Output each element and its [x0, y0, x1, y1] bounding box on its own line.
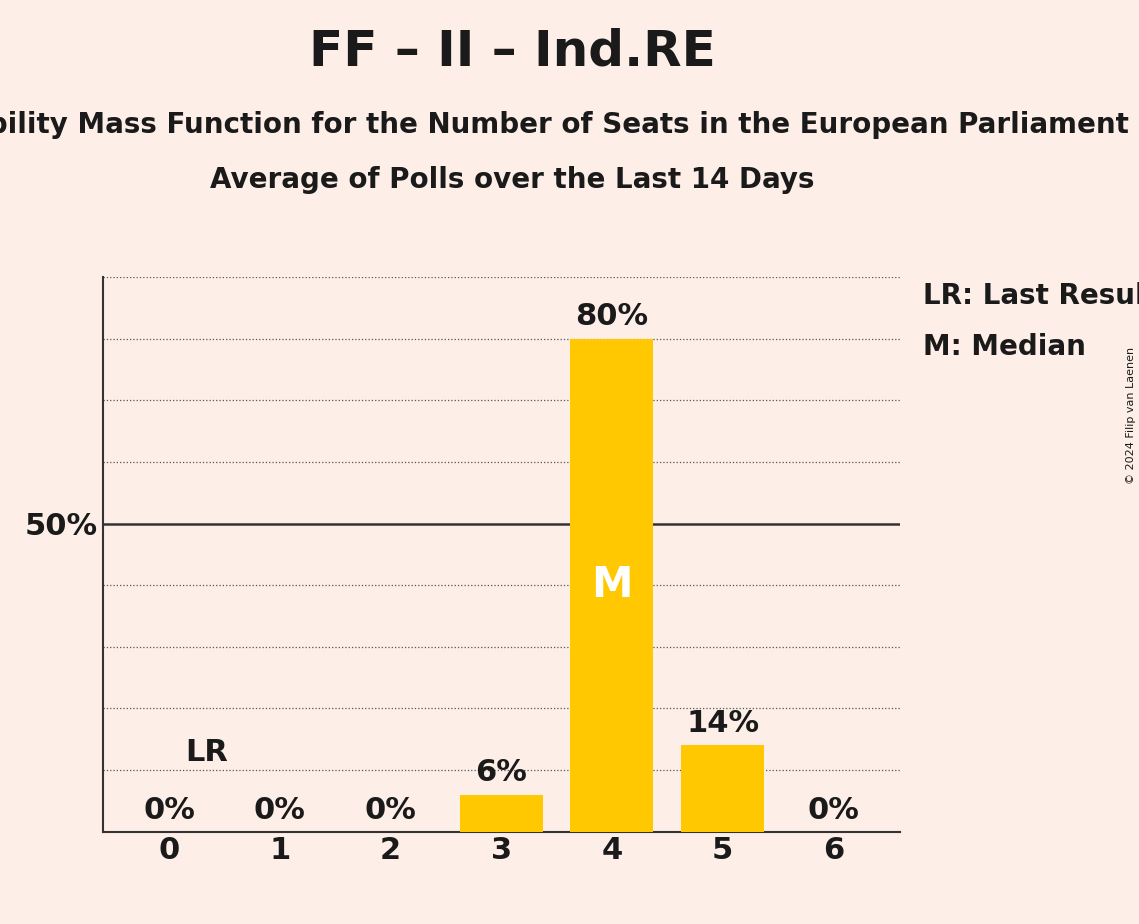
Text: M: Median: M: Median [923, 333, 1085, 360]
Bar [460, 795, 542, 832]
Text: Probability Mass Function for the Number of Seats in the European Parliament: Probability Mass Function for the Number… [0, 111, 1129, 139]
Bar [571, 339, 654, 832]
Text: M: M [591, 565, 632, 606]
Text: 0%: 0% [144, 796, 195, 825]
Text: 6%: 6% [475, 759, 527, 787]
Text: LR: LR [186, 738, 229, 767]
Text: 80%: 80% [575, 302, 648, 332]
Text: 0%: 0% [364, 796, 417, 825]
Text: Average of Polls over the Last 14 Days: Average of Polls over the Last 14 Days [211, 166, 814, 194]
Text: LR: Last Result: LR: Last Result [923, 282, 1139, 310]
Text: 14%: 14% [686, 709, 760, 738]
Bar [681, 746, 764, 832]
Text: © 2024 Filip van Laenen: © 2024 Filip van Laenen [1126, 347, 1136, 484]
Text: FF – II – Ind.RE: FF – II – Ind.RE [309, 28, 716, 76]
Text: 0%: 0% [254, 796, 305, 825]
Text: 0%: 0% [808, 796, 859, 825]
